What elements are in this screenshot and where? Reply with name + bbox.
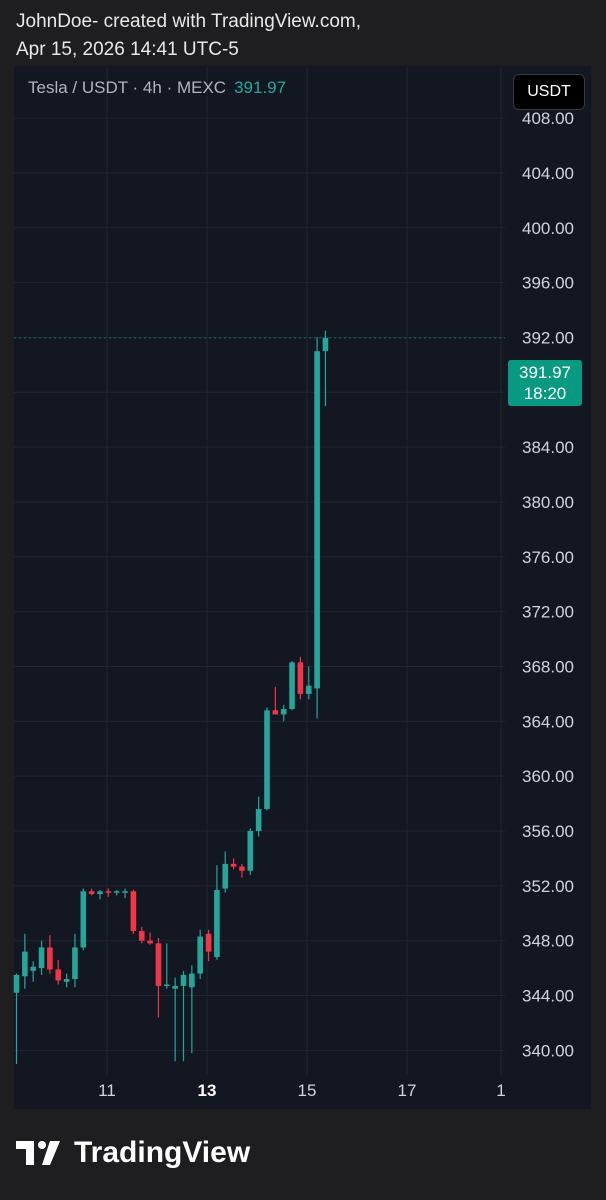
symbol-label: Tesla / USDT · 4h · MEXC: [28, 78, 227, 97]
candle: [13, 973, 20, 1065]
candle: [88, 888, 95, 896]
x-axis: 11 13 15 17 1: [98, 1081, 506, 1100]
candle: [155, 937, 162, 1018]
candle: [30, 961, 36, 982]
candle: [72, 933, 78, 988]
chart-header: JohnDoe- created with TradingView.com, A…: [16, 8, 361, 64]
y-tick-label: 352.00: [522, 877, 574, 896]
candle: [255, 796, 262, 837]
candle: [180, 970, 187, 1062]
y-tick-label: 392.00: [522, 328, 574, 347]
candle: [322, 330, 329, 406]
header-author-line: JohnDoe- created with TradingView.com,: [16, 11, 361, 32]
candle: [197, 929, 203, 980]
x-tick-label: 13: [198, 1081, 217, 1100]
candles: [13, 330, 329, 1065]
candle: [113, 889, 120, 896]
candle: [147, 932, 153, 945]
y-tick-label: 372.00: [522, 603, 574, 622]
y-tick-label: 404.00: [522, 164, 574, 183]
y-tick-label: 356.00: [522, 822, 574, 841]
tradingview-logo-icon: [16, 1141, 60, 1165]
y-tick-label: 340.00: [522, 1041, 574, 1060]
price-tag: 391.97 18:20: [508, 360, 582, 406]
last-price-label: 391.97: [234, 78, 287, 97]
footer-brand[interactable]: TradingView: [16, 1136, 250, 1170]
chart-frame[interactable]: [14, 66, 591, 1109]
y-tick-label: 348.00: [522, 932, 574, 951]
y-tick-label: 364.00: [522, 712, 574, 731]
candle: [55, 959, 62, 985]
y-tick-label: 384.00: [522, 438, 574, 457]
candle: [264, 707, 270, 811]
footer-brand-text: TradingView: [74, 1136, 251, 1169]
grid-lines: [14, 66, 505, 1075]
candle: [272, 687, 279, 715]
candle: [164, 943, 170, 989]
y-tick-label: 380.00: [522, 493, 574, 512]
y-tick-label: 396.00: [522, 274, 574, 293]
candle: [63, 973, 70, 988]
x-tick-label: 17: [398, 1081, 417, 1100]
y-tick-label: 344.00: [522, 986, 574, 1005]
candle: [247, 828, 254, 875]
candle: [205, 929, 212, 962]
candle: [172, 977, 178, 1062]
candle: [230, 858, 237, 870]
candle: [305, 666, 312, 700]
candle: [239, 863, 245, 878]
y-tick-label: 376.00: [522, 548, 574, 567]
y-tick-label: 368.00: [522, 657, 574, 676]
price-tag-price: 391.97: [519, 363, 571, 382]
x-tick-label: 15: [298, 1081, 317, 1100]
candle: [138, 926, 145, 944]
candle: [105, 888, 112, 897]
candle: [222, 851, 229, 893]
candle: [314, 337, 320, 719]
candle: [80, 888, 87, 951]
candle: [47, 935, 53, 974]
y-tick-label: 400.00: [522, 219, 574, 238]
y-tick-label: 408.00: [522, 109, 574, 128]
candle: [214, 865, 220, 960]
candle: [22, 933, 28, 989]
candle: [97, 889, 103, 900]
currency-button[interactable]: USDT: [513, 74, 585, 110]
candle: [122, 888, 128, 899]
candle: [38, 940, 45, 975]
header-date-line: Apr 15, 2026 14:41 UTC-5: [16, 39, 239, 60]
candle: [130, 889, 137, 934]
x-tick-label: 1: [496, 1081, 505, 1100]
price-tag-countdown: 18:20: [523, 384, 567, 403]
y-tick-label: 360.00: [522, 767, 574, 786]
candle: [289, 660, 295, 711]
candle: [280, 704, 287, 722]
chart-legend: Tesla / USDT · 4h · MEXC 391.97: [28, 78, 286, 98]
candle: [189, 965, 195, 1054]
y-axis: 340.00 344.00 348.00 352.00 356.00 360.00 364.…: [522, 109, 574, 1060]
candle: [297, 656, 304, 700]
x-tick-label: 11: [98, 1081, 116, 1100]
